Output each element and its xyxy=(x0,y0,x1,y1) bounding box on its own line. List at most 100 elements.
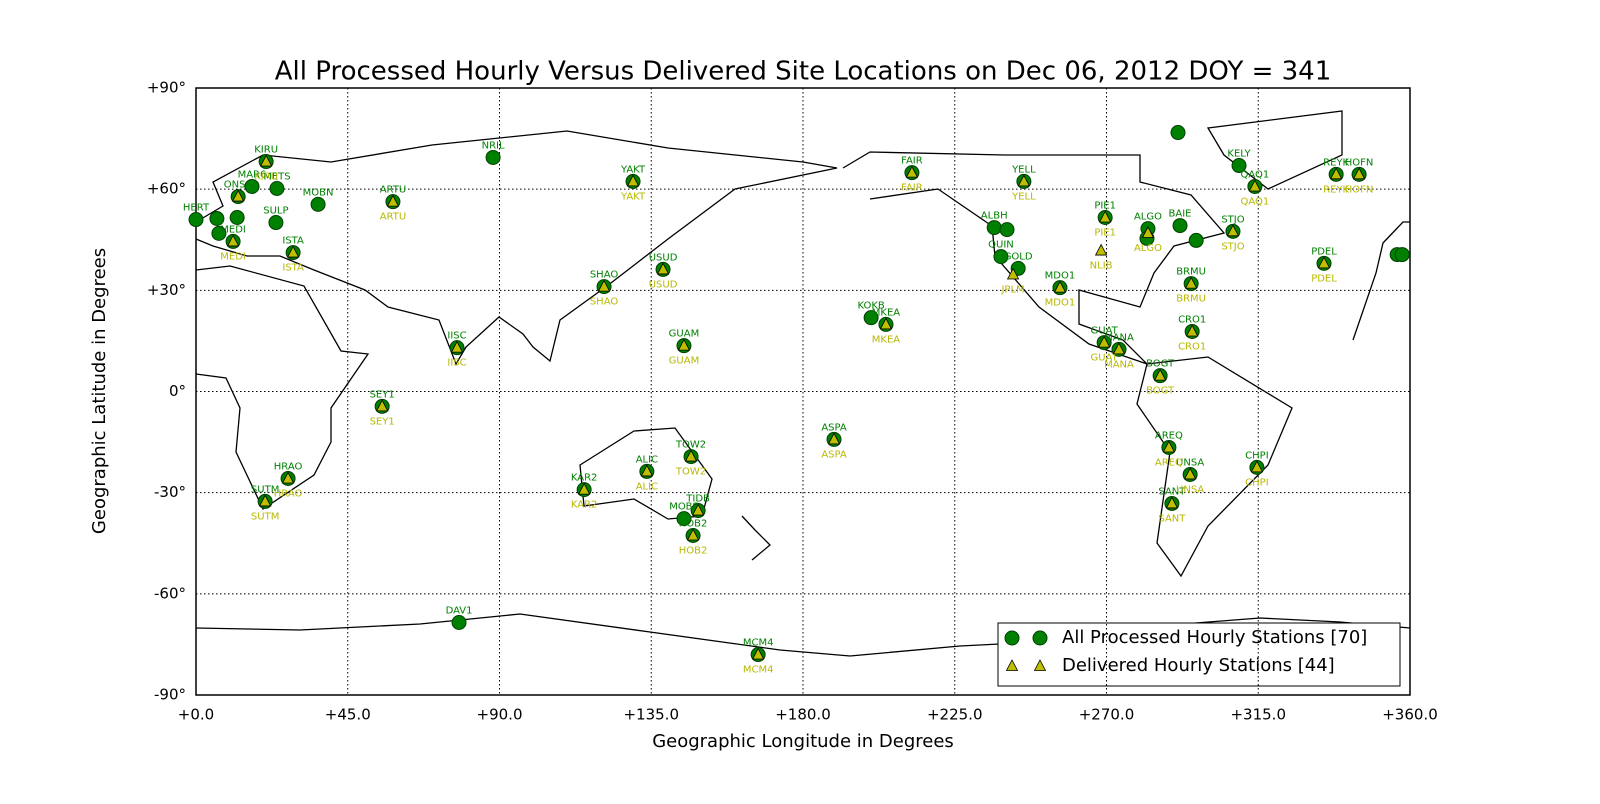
station-label: SULP xyxy=(263,206,288,217)
station-triangle xyxy=(905,165,919,178)
station-label: SEY1 xyxy=(370,416,395,427)
station-label: GUAM xyxy=(669,356,700,367)
station-label: TOW2 xyxy=(675,467,706,478)
station-label: GUAM xyxy=(669,329,700,340)
station-circle xyxy=(211,225,227,241)
station-triangle xyxy=(827,432,841,445)
station-triangle xyxy=(281,471,295,484)
station-label: SHAO xyxy=(590,270,619,281)
station-label: CHPI xyxy=(1245,477,1268,488)
x-tick-label: +360.0 xyxy=(1382,706,1438,724)
station-circle xyxy=(1170,125,1186,141)
station-label: KIRU xyxy=(254,145,278,156)
station-triangle xyxy=(640,464,654,477)
station-label: MOBS xyxy=(669,502,699,513)
station-triangle xyxy=(1097,335,1111,348)
y-tick-label: +60° xyxy=(147,180,186,198)
station-label: MDO1 xyxy=(1045,271,1076,282)
station-label: NLIB xyxy=(1090,261,1113,272)
station-triangle xyxy=(1112,342,1126,355)
station-label: ALGO xyxy=(1134,243,1162,254)
station-label: YELL xyxy=(1011,191,1036,202)
station-label: MEDI xyxy=(220,224,246,235)
station-triangle xyxy=(1162,440,1176,453)
station-circle xyxy=(993,249,1009,265)
x-tick-label: +225.0 xyxy=(927,706,983,724)
station-label: QUIN xyxy=(988,240,1014,251)
station-label: ALGO xyxy=(1134,212,1162,223)
station-label: HRAO xyxy=(274,462,303,473)
x-axis-label: Geographic Longitude in Degrees xyxy=(652,731,954,752)
station-triangle xyxy=(1352,167,1366,180)
station-label: QAQ1 xyxy=(1240,169,1269,180)
station-label: ISTA xyxy=(282,263,304,274)
x-tick-label: +315.0 xyxy=(1230,706,1286,724)
station-circle xyxy=(1188,232,1204,248)
y-tick-label: +30° xyxy=(147,281,186,299)
station-label: MCM4 xyxy=(743,665,774,676)
station-triangle xyxy=(258,494,272,507)
coastlines xyxy=(195,110,1411,657)
x-tick-label: +135.0 xyxy=(623,706,679,724)
station-label: SUTM xyxy=(251,484,279,495)
station-triangle xyxy=(597,279,611,292)
station-label: KAR2 xyxy=(571,473,598,484)
station-label: REYK xyxy=(1323,157,1349,168)
station-label: PDEL xyxy=(1311,246,1337,257)
station-label: ARTU xyxy=(380,185,407,196)
legend-label: Delivered Hourly Stations [44] xyxy=(1062,655,1335,676)
station-triangle xyxy=(450,340,464,353)
station-triangle xyxy=(231,189,245,202)
station-label: ASPA xyxy=(821,422,847,433)
station-triangle xyxy=(677,338,691,351)
station-triangle xyxy=(375,399,389,412)
station-label: CRO1 xyxy=(1178,341,1206,352)
y-tick-label: 0° xyxy=(169,382,186,400)
station-circle xyxy=(229,209,245,225)
station-label: ALIC xyxy=(636,481,658,492)
station-label: GUAT xyxy=(1091,353,1119,364)
station-triangle xyxy=(1165,496,1179,509)
chart-title: All Processed Hourly Versus Delivered Si… xyxy=(275,57,1332,87)
station-label: ONSA xyxy=(224,180,253,191)
station-label: PDEL xyxy=(1311,273,1337,284)
station-label: YAKT xyxy=(620,191,646,202)
station-label: BRMU xyxy=(1176,294,1206,305)
station-label: MOBN xyxy=(303,187,334,198)
station-label: MKEA xyxy=(872,307,901,318)
station-label: USUD xyxy=(649,279,678,290)
station-triangle xyxy=(1098,210,1112,223)
station-label: DAV1 xyxy=(446,605,473,616)
legend-marker xyxy=(1032,630,1048,646)
station-triangle xyxy=(386,194,400,207)
station-triangle xyxy=(1184,276,1198,289)
station-label: MCM4 xyxy=(743,638,774,649)
y-tick-label: -30° xyxy=(154,483,186,501)
station-label: ISTA xyxy=(282,236,304,247)
station-label: SUTM xyxy=(251,511,279,522)
station-label: UNSA xyxy=(1176,484,1204,495)
station-label: MEDI xyxy=(220,251,246,262)
station-triangle xyxy=(1317,256,1331,269)
legend xyxy=(997,622,1401,687)
station-label: ARTU xyxy=(380,212,407,223)
station-triangle xyxy=(577,482,591,495)
station-label: NRIL xyxy=(482,140,505,151)
station-triangle xyxy=(1329,167,1343,180)
legend-marker xyxy=(1004,630,1020,646)
station-label: METS xyxy=(263,171,290,182)
station-label: BRMU xyxy=(1176,267,1206,278)
station-label: JPLM xyxy=(1000,284,1024,295)
station-label: PIE1 xyxy=(1094,200,1116,211)
station-label: SEY1 xyxy=(370,389,395,400)
station-label: ALBH xyxy=(981,211,1008,222)
station-circle xyxy=(1172,218,1188,234)
station-label: GUAT xyxy=(1091,326,1119,337)
station-triangle xyxy=(1053,280,1067,293)
station-label: MDO1 xyxy=(1045,298,1076,309)
station-triangle xyxy=(226,234,240,247)
station-circle xyxy=(310,196,326,212)
station-circle xyxy=(269,180,285,196)
station-label: UNSA xyxy=(1176,457,1204,468)
station-triangle xyxy=(1185,324,1199,337)
